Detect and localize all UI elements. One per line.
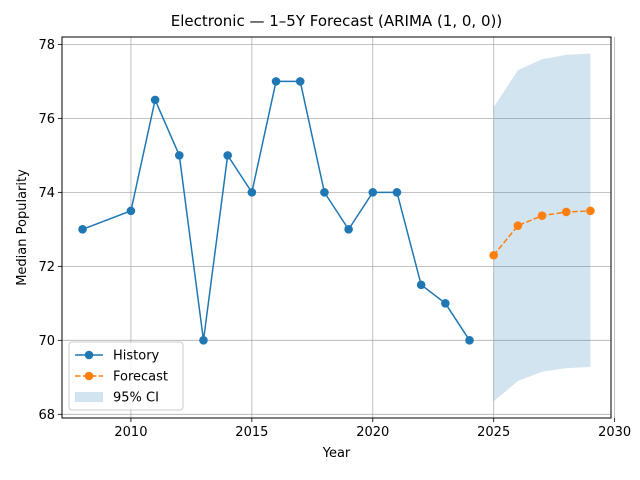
data-point-history bbox=[126, 206, 136, 216]
x-axis-ticks: 2010 2015 2020 2025 2030 bbox=[114, 418, 631, 440]
y-tick-label: 74 bbox=[38, 186, 55, 201]
data-point-history bbox=[320, 188, 329, 197]
data-point-forecast bbox=[513, 221, 523, 230]
x-axis-label: Year bbox=[322, 446, 351, 461]
data-point-history bbox=[271, 77, 281, 86]
confidence-band bbox=[493, 53, 591, 402]
confidence-band-layer bbox=[493, 53, 591, 402]
y-axis-label: Median Popularity bbox=[15, 169, 30, 286]
data-point-history bbox=[368, 188, 378, 197]
data-point-forecast bbox=[537, 211, 547, 220]
data-point-forecast bbox=[561, 207, 571, 217]
y-axis-ticks: 68 70 72 74 76 78 bbox=[38, 38, 62, 423]
data-point-history bbox=[199, 336, 208, 345]
legend-label-95-ci: 95% CI bbox=[113, 391, 159, 406]
data-point-history bbox=[344, 225, 353, 234]
data-point-history bbox=[78, 225, 87, 234]
x-tick-label: 2020 bbox=[356, 425, 389, 440]
data-point-history bbox=[247, 188, 257, 197]
y-tick-label: 68 bbox=[38, 408, 55, 423]
data-point-history bbox=[174, 151, 184, 160]
legend-label-forecast: Forecast bbox=[113, 370, 168, 385]
data-point-history bbox=[295, 77, 305, 86]
y-tick-label: 76 bbox=[38, 112, 55, 127]
data-point-history bbox=[416, 280, 426, 290]
data-point-history bbox=[223, 151, 232, 160]
series-layer bbox=[78, 77, 595, 345]
legend-swatch-95-ci bbox=[75, 392, 103, 402]
legend-marker-forecast bbox=[84, 371, 94, 381]
chart-title: Electronic — 1–5Y Forecast (ARIMA (1, 0,… bbox=[171, 12, 502, 30]
data-point-history bbox=[150, 95, 160, 105]
data-point-history bbox=[465, 336, 474, 345]
x-tick-label: 2030 bbox=[598, 425, 631, 440]
data-point-forecast bbox=[489, 250, 499, 260]
series-line-history bbox=[82, 80, 471, 341]
y-tick-label: 70 bbox=[38, 334, 55, 349]
x-tick-label: 2025 bbox=[477, 425, 510, 440]
x-tick-label: 2010 bbox=[114, 425, 147, 440]
data-point-forecast bbox=[586, 206, 595, 216]
legend-label-history: History bbox=[113, 349, 160, 364]
x-tick-label: 2015 bbox=[235, 425, 268, 440]
y-tick-label: 72 bbox=[38, 260, 55, 275]
legend-box bbox=[68, 341, 184, 411]
data-point-history bbox=[441, 299, 450, 308]
y-tick-label: 78 bbox=[38, 38, 55, 53]
data-point-history bbox=[392, 188, 402, 197]
plot-frame bbox=[61, 36, 612, 419]
legend-marker-history bbox=[84, 350, 94, 360]
grid-lines bbox=[62, 37, 616, 418]
legend: History Forecast 95% CI bbox=[68, 341, 184, 411]
